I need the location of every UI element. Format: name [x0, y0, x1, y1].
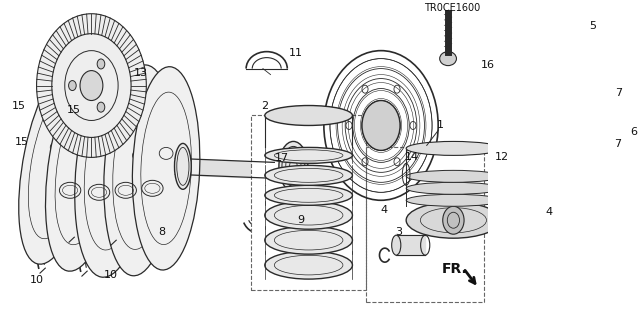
Circle shape [97, 102, 105, 112]
Ellipse shape [265, 148, 353, 164]
Ellipse shape [581, 37, 589, 44]
Text: 7: 7 [614, 140, 621, 149]
Text: 13: 13 [134, 68, 148, 77]
Text: 15: 15 [12, 100, 26, 110]
Circle shape [549, 196, 571, 224]
Text: TR0CE1600: TR0CE1600 [424, 3, 480, 13]
Ellipse shape [45, 60, 122, 271]
Text: 6: 6 [630, 127, 637, 138]
Ellipse shape [132, 67, 200, 270]
Text: 10: 10 [29, 275, 44, 285]
Circle shape [97, 59, 105, 69]
Text: FR.: FR. [442, 262, 468, 276]
Text: 12: 12 [494, 152, 508, 162]
Ellipse shape [265, 165, 353, 185]
Ellipse shape [279, 141, 308, 191]
Text: 15: 15 [67, 106, 81, 116]
Text: 17: 17 [275, 153, 289, 164]
Circle shape [552, 60, 583, 100]
Ellipse shape [265, 251, 353, 279]
Text: 9: 9 [298, 215, 305, 225]
Text: 14: 14 [404, 152, 419, 162]
Ellipse shape [406, 170, 500, 182]
Ellipse shape [104, 65, 175, 276]
Text: 4: 4 [545, 207, 552, 217]
Text: 3: 3 [395, 227, 402, 237]
Text: 8: 8 [158, 227, 165, 237]
Circle shape [80, 71, 103, 100]
Ellipse shape [265, 106, 353, 125]
Ellipse shape [175, 143, 191, 189]
Ellipse shape [265, 226, 353, 254]
Text: 15: 15 [14, 137, 28, 148]
Text: 10: 10 [104, 270, 118, 280]
Text: 4: 4 [381, 205, 388, 215]
Ellipse shape [75, 60, 151, 277]
Ellipse shape [406, 141, 500, 156]
Ellipse shape [265, 201, 353, 229]
Bar [271, 164, 287, 172]
Text: 5: 5 [589, 21, 596, 31]
Text: 16: 16 [481, 60, 495, 70]
Ellipse shape [406, 182, 500, 194]
Ellipse shape [406, 202, 500, 238]
Circle shape [68, 81, 76, 91]
Circle shape [443, 206, 464, 234]
Circle shape [36, 14, 147, 157]
FancyBboxPatch shape [252, 116, 366, 290]
Ellipse shape [440, 52, 456, 66]
Ellipse shape [19, 60, 95, 264]
Ellipse shape [265, 185, 353, 205]
Ellipse shape [392, 235, 401, 255]
Ellipse shape [406, 194, 500, 206]
Text: 2: 2 [262, 100, 269, 110]
Text: 1: 1 [437, 120, 444, 131]
Circle shape [362, 100, 400, 150]
Text: 7: 7 [615, 88, 622, 98]
Text: 11: 11 [289, 48, 303, 58]
